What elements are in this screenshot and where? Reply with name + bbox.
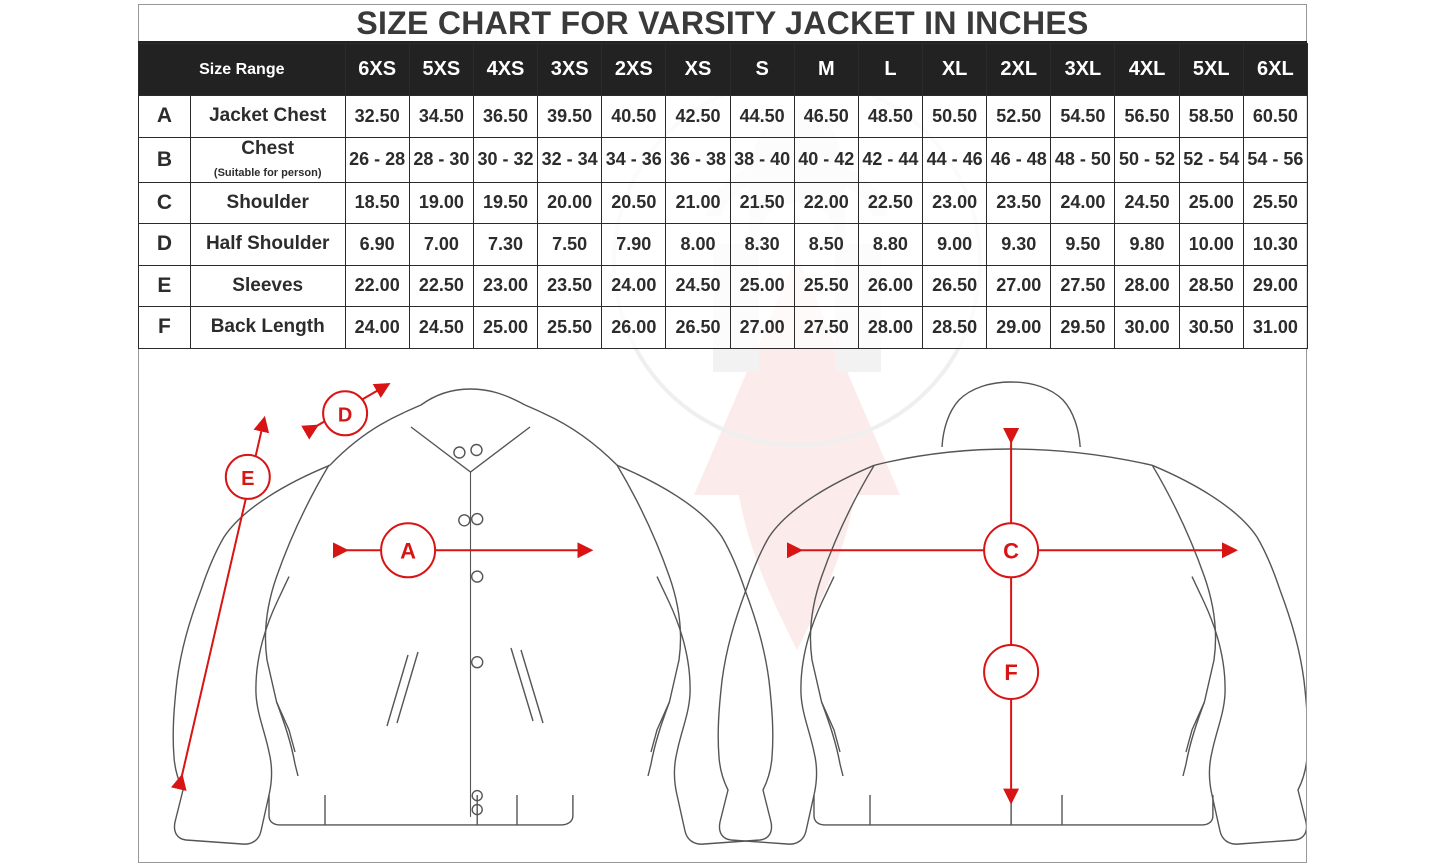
svg-text:F: F xyxy=(1004,660,1017,685)
svg-text:D: D xyxy=(338,404,352,426)
svg-text:E: E xyxy=(241,468,254,490)
svg-text:C: C xyxy=(1003,538,1019,563)
svg-text:A: A xyxy=(400,538,416,563)
